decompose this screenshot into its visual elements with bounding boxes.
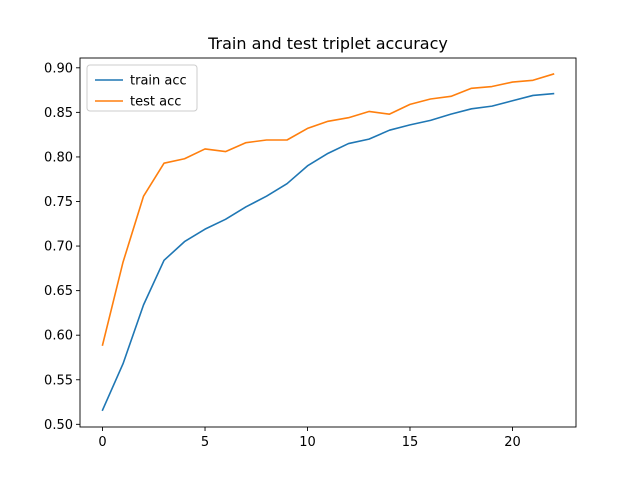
legend-box (86, 64, 198, 112)
y-tick-label: 0.75 (44, 195, 73, 210)
series-line-train-acc (101, 92, 555, 412)
legend: train acc test acc (86, 64, 198, 112)
legend-label: train acc (130, 74, 187, 89)
x-tick-label: 0 (98, 435, 106, 450)
axes-layer: 0 5 10 15 20 0.50 0.55 0.60 0.65 0.70 0.75 0.80 0.85… (44, 57, 577, 450)
y-tick-label: 0.50 (44, 418, 73, 433)
y-tick-label: 0.70 (44, 240, 73, 255)
series-line-test-acc (101, 73, 555, 346)
x-tick-label: 10 (299, 435, 316, 450)
y-tick-label: 0.90 (44, 61, 73, 76)
y-tick-label: 0.65 (44, 284, 73, 299)
chart-title: Train and test triplet accuracy (207, 34, 448, 53)
y-tick-label: 0.55 (44, 373, 73, 388)
y-tick-label: 0.85 (44, 106, 73, 121)
x-tick-label: 15 (402, 435, 419, 450)
y-tick-label: 0.80 (44, 150, 73, 165)
legend-label: test acc (130, 95, 181, 110)
plot-frame (79, 57, 577, 428)
series-layer (101, 73, 555, 412)
y-tick-label: 0.60 (44, 329, 73, 344)
x-tick-label: 20 (504, 435, 521, 450)
x-tick-label: 5 (201, 435, 209, 450)
